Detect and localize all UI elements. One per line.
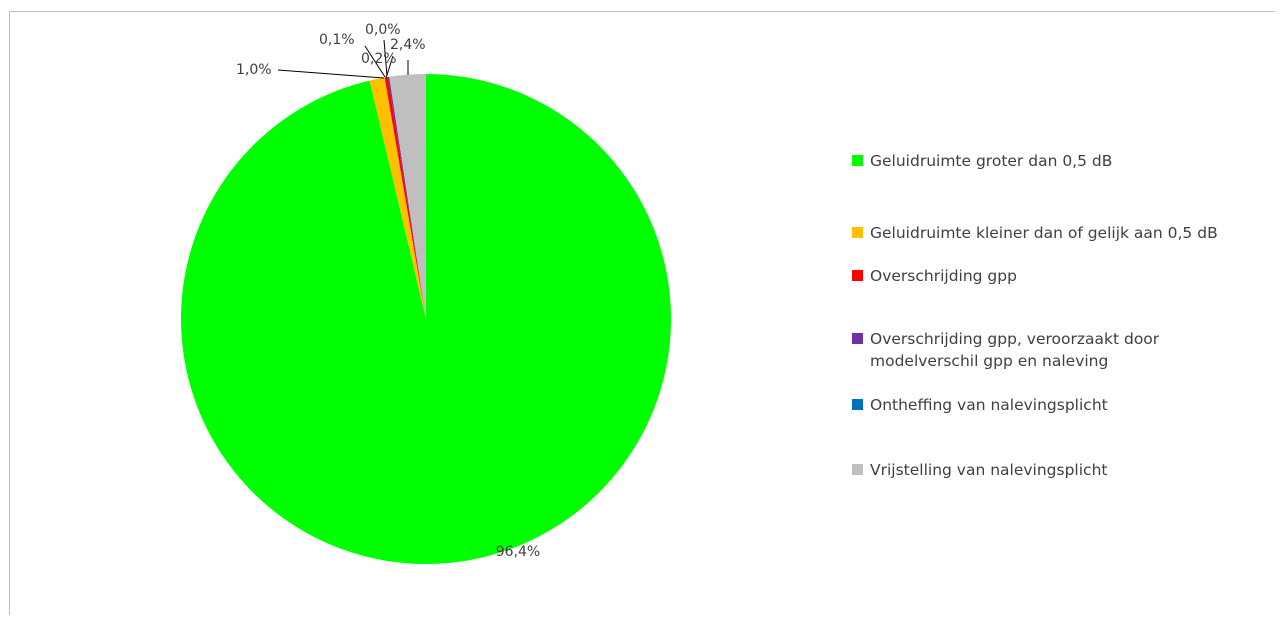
legend-label: Overschrijding gpp, veroorzaakt door mod…: [870, 330, 1160, 370]
pie-slice-geluidruimte-kleiner-dan-of-gelijk-aan-0-5-db: [369, 77, 426, 319]
legend-swatch: [852, 399, 863, 410]
data-label-geluidruimte-kleiner-dan-of-gelijk-aan-0-5-db: 1,0%: [236, 62, 272, 78]
legend-swatch: [852, 333, 863, 344]
data-label-ontheffing-van-nalevingsplicht: 0,0%: [365, 22, 401, 38]
legend-label: Vrijstelling van nalevingsplicht: [870, 461, 1108, 479]
pie-slice-overschrijding-gpp: [384, 77, 426, 319]
legend-item-geluidruimte-groter: Geluidruimte groter dan 0,5 dB: [852, 150, 1112, 172]
leader-line: [383, 39, 388, 77]
pie-slice-vrijstelling-van-nalevingsplicht: [389, 74, 426, 319]
legend-swatch: [852, 155, 863, 166]
data-label-overschrijding-gpp: 0,2%: [361, 51, 397, 67]
legend-item-ontheffing: Ontheffing van nalevingsplicht: [852, 394, 1108, 416]
legend-label: Ontheffing van nalevingsplicht: [870, 396, 1108, 414]
legend-item-geluidruimte-kleiner: Geluidruimte kleiner dan of gelijk aan 0…: [852, 222, 1218, 244]
legend-swatch: [852, 464, 863, 475]
legend-item-overschrijding-modelverschil: Overschrijding gpp, veroorzaakt door mod…: [852, 328, 1212, 372]
legend-swatch: [852, 270, 863, 281]
pie-slice-overschrijding-gpp-veroorzaakt-door-modelverschil-gpp-en-naleving: [387, 76, 426, 319]
chart-frame: [9, 11, 1275, 615]
data-label-geluidruimte-groter-dan-0-5-db: 96,4%: [496, 544, 540, 560]
data-label-vrijstelling-van-nalevingsplicht: 2,4%: [390, 37, 426, 53]
data-label-overschrijding-gpp-veroorzaakt-door-modelverschil-gpp-en-naleving: 0,1%: [319, 32, 355, 48]
legend-label: Overschrijding gpp: [870, 267, 1017, 285]
legend-item-overschrijding-gpp: Overschrijding gpp: [852, 265, 1017, 287]
pie-slice-geluidruimte-groter-dan-0-5-db: [180, 74, 671, 564]
legend-label: Geluidruimte kleiner dan of gelijk aan 0…: [870, 224, 1218, 242]
legend-swatch: [852, 227, 863, 238]
legend-item-vrijstelling: Vrijstelling van nalevingsplicht: [852, 459, 1107, 481]
leader-line: [277, 69, 385, 79]
leader-line: [364, 45, 386, 78]
legend-label: Geluidruimte groter dan 0,5 dB: [870, 152, 1113, 170]
